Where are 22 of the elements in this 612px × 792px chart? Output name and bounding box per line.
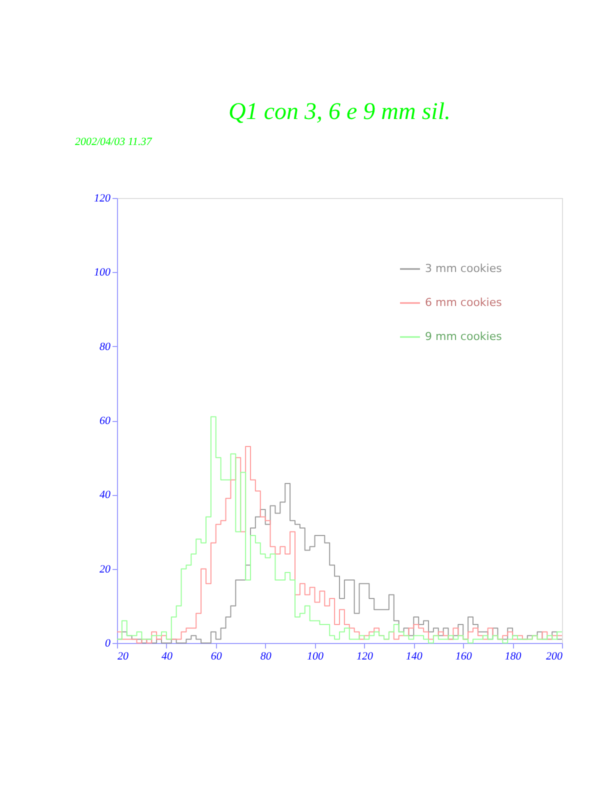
legend-label: 9 mm cookies: [425, 330, 502, 343]
y-tick-label: 40: [100, 489, 111, 502]
y-tick-label: 0: [105, 638, 111, 650]
x-tick-label: 20: [118, 650, 129, 662]
y-tick-label: 60: [100, 415, 111, 427]
x-tick-label: 60: [210, 650, 222, 662]
text: 2002/04/03 11.37: [75, 136, 152, 148]
legend-label: 3 mm cookies: [425, 262, 502, 275]
legend-label: 6 mm cookies: [425, 296, 502, 309]
x-tick-label: 40: [161, 650, 173, 662]
x-tick-label: 180: [504, 650, 522, 662]
x-tick-label: 140: [406, 650, 423, 662]
y-tick-label: 80: [100, 340, 111, 353]
x-tick-label: 80: [260, 650, 272, 662]
x-tick-label: 120: [356, 650, 374, 662]
chart-title: Q1 con 3, 6 e 9 mm sil.: [228, 99, 450, 125]
y-tick-label: 100: [94, 266, 111, 279]
x-tick-label: 100: [307, 650, 324, 662]
x-tick-label: 200: [546, 650, 563, 662]
x-tick-label: 160: [455, 650, 472, 662]
y-tick-label: 20: [100, 563, 111, 576]
y-tick-label: 120: [94, 192, 111, 204]
